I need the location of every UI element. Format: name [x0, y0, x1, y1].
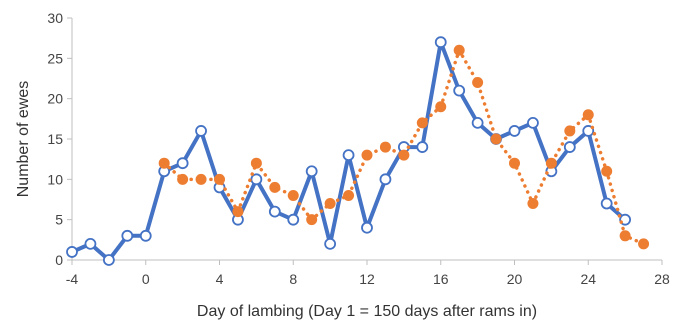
data-point	[527, 116, 539, 129]
data-point	[619, 230, 631, 242]
y-tick-label: 5	[55, 212, 63, 228]
x-tick-label: 16	[433, 271, 449, 287]
data-point	[232, 206, 244, 218]
chart-series	[66, 36, 650, 266]
x-tick-label: 8	[289, 271, 297, 287]
data-point	[343, 189, 355, 201]
data-point	[287, 213, 300, 226]
data-point	[435, 101, 447, 113]
data-point	[84, 237, 97, 250]
data-point	[453, 84, 466, 97]
data-point	[600, 197, 613, 210]
data-point	[121, 229, 134, 242]
data-point	[416, 117, 428, 129]
data-point	[269, 181, 281, 193]
data-point	[195, 173, 207, 185]
data-point	[564, 125, 576, 137]
data-point	[305, 165, 318, 178]
data-point	[324, 237, 337, 250]
data-point	[176, 157, 189, 170]
x-tick-label: -4	[66, 271, 79, 287]
data-point	[250, 173, 263, 186]
data-point	[638, 238, 650, 250]
data-point	[214, 173, 225, 185]
x-tick-label: 4	[216, 271, 224, 287]
x-axis-title: Day of lambing (Day 1 = 150 days after r…	[197, 303, 537, 320]
data-point	[379, 141, 391, 153]
data-point	[250, 157, 262, 169]
series-2	[158, 44, 650, 250]
data-point	[527, 198, 539, 210]
data-point	[66, 246, 78, 258]
y-axis-title: Number of ewes	[15, 81, 32, 198]
data-point	[268, 205, 281, 218]
data-point	[582, 109, 594, 121]
data-point	[490, 133, 502, 145]
data-point	[601, 165, 613, 177]
x-tick-label: 24	[580, 271, 596, 287]
data-point	[379, 173, 392, 186]
data-point	[509, 157, 520, 169]
data-point	[398, 149, 410, 161]
data-point	[361, 149, 373, 161]
data-point	[177, 173, 189, 185]
y-tick-label: 15	[47, 131, 63, 147]
data-point	[416, 141, 429, 153]
y-tick-label: 0	[55, 252, 63, 268]
data-point	[545, 157, 557, 169]
data-point	[306, 214, 318, 226]
data-point	[508, 125, 521, 137]
y-tick-label: 20	[47, 91, 63, 107]
data-point	[582, 125, 595, 137]
x-tick-label: 0	[142, 271, 150, 287]
y-tick-label: 30	[47, 10, 63, 26]
data-point	[361, 221, 373, 234]
data-point	[324, 198, 336, 210]
data-point	[472, 77, 484, 89]
data-point	[342, 149, 355, 162]
y-tick-label: 10	[47, 171, 63, 187]
x-tick-label: 12	[359, 271, 375, 287]
series-1	[66, 36, 632, 266]
x-tick-label: 28	[654, 271, 670, 287]
data-point	[102, 254, 115, 266]
data-point	[158, 157, 170, 169]
data-point	[195, 125, 207, 137]
data-point	[563, 141, 576, 153]
x-tick-label: 20	[507, 271, 523, 287]
data-point	[453, 44, 465, 56]
data-point	[471, 116, 484, 129]
y-tick-label: 25	[47, 50, 63, 66]
data-point	[287, 189, 299, 201]
data-point	[139, 229, 152, 242]
data-point	[434, 36, 447, 49]
